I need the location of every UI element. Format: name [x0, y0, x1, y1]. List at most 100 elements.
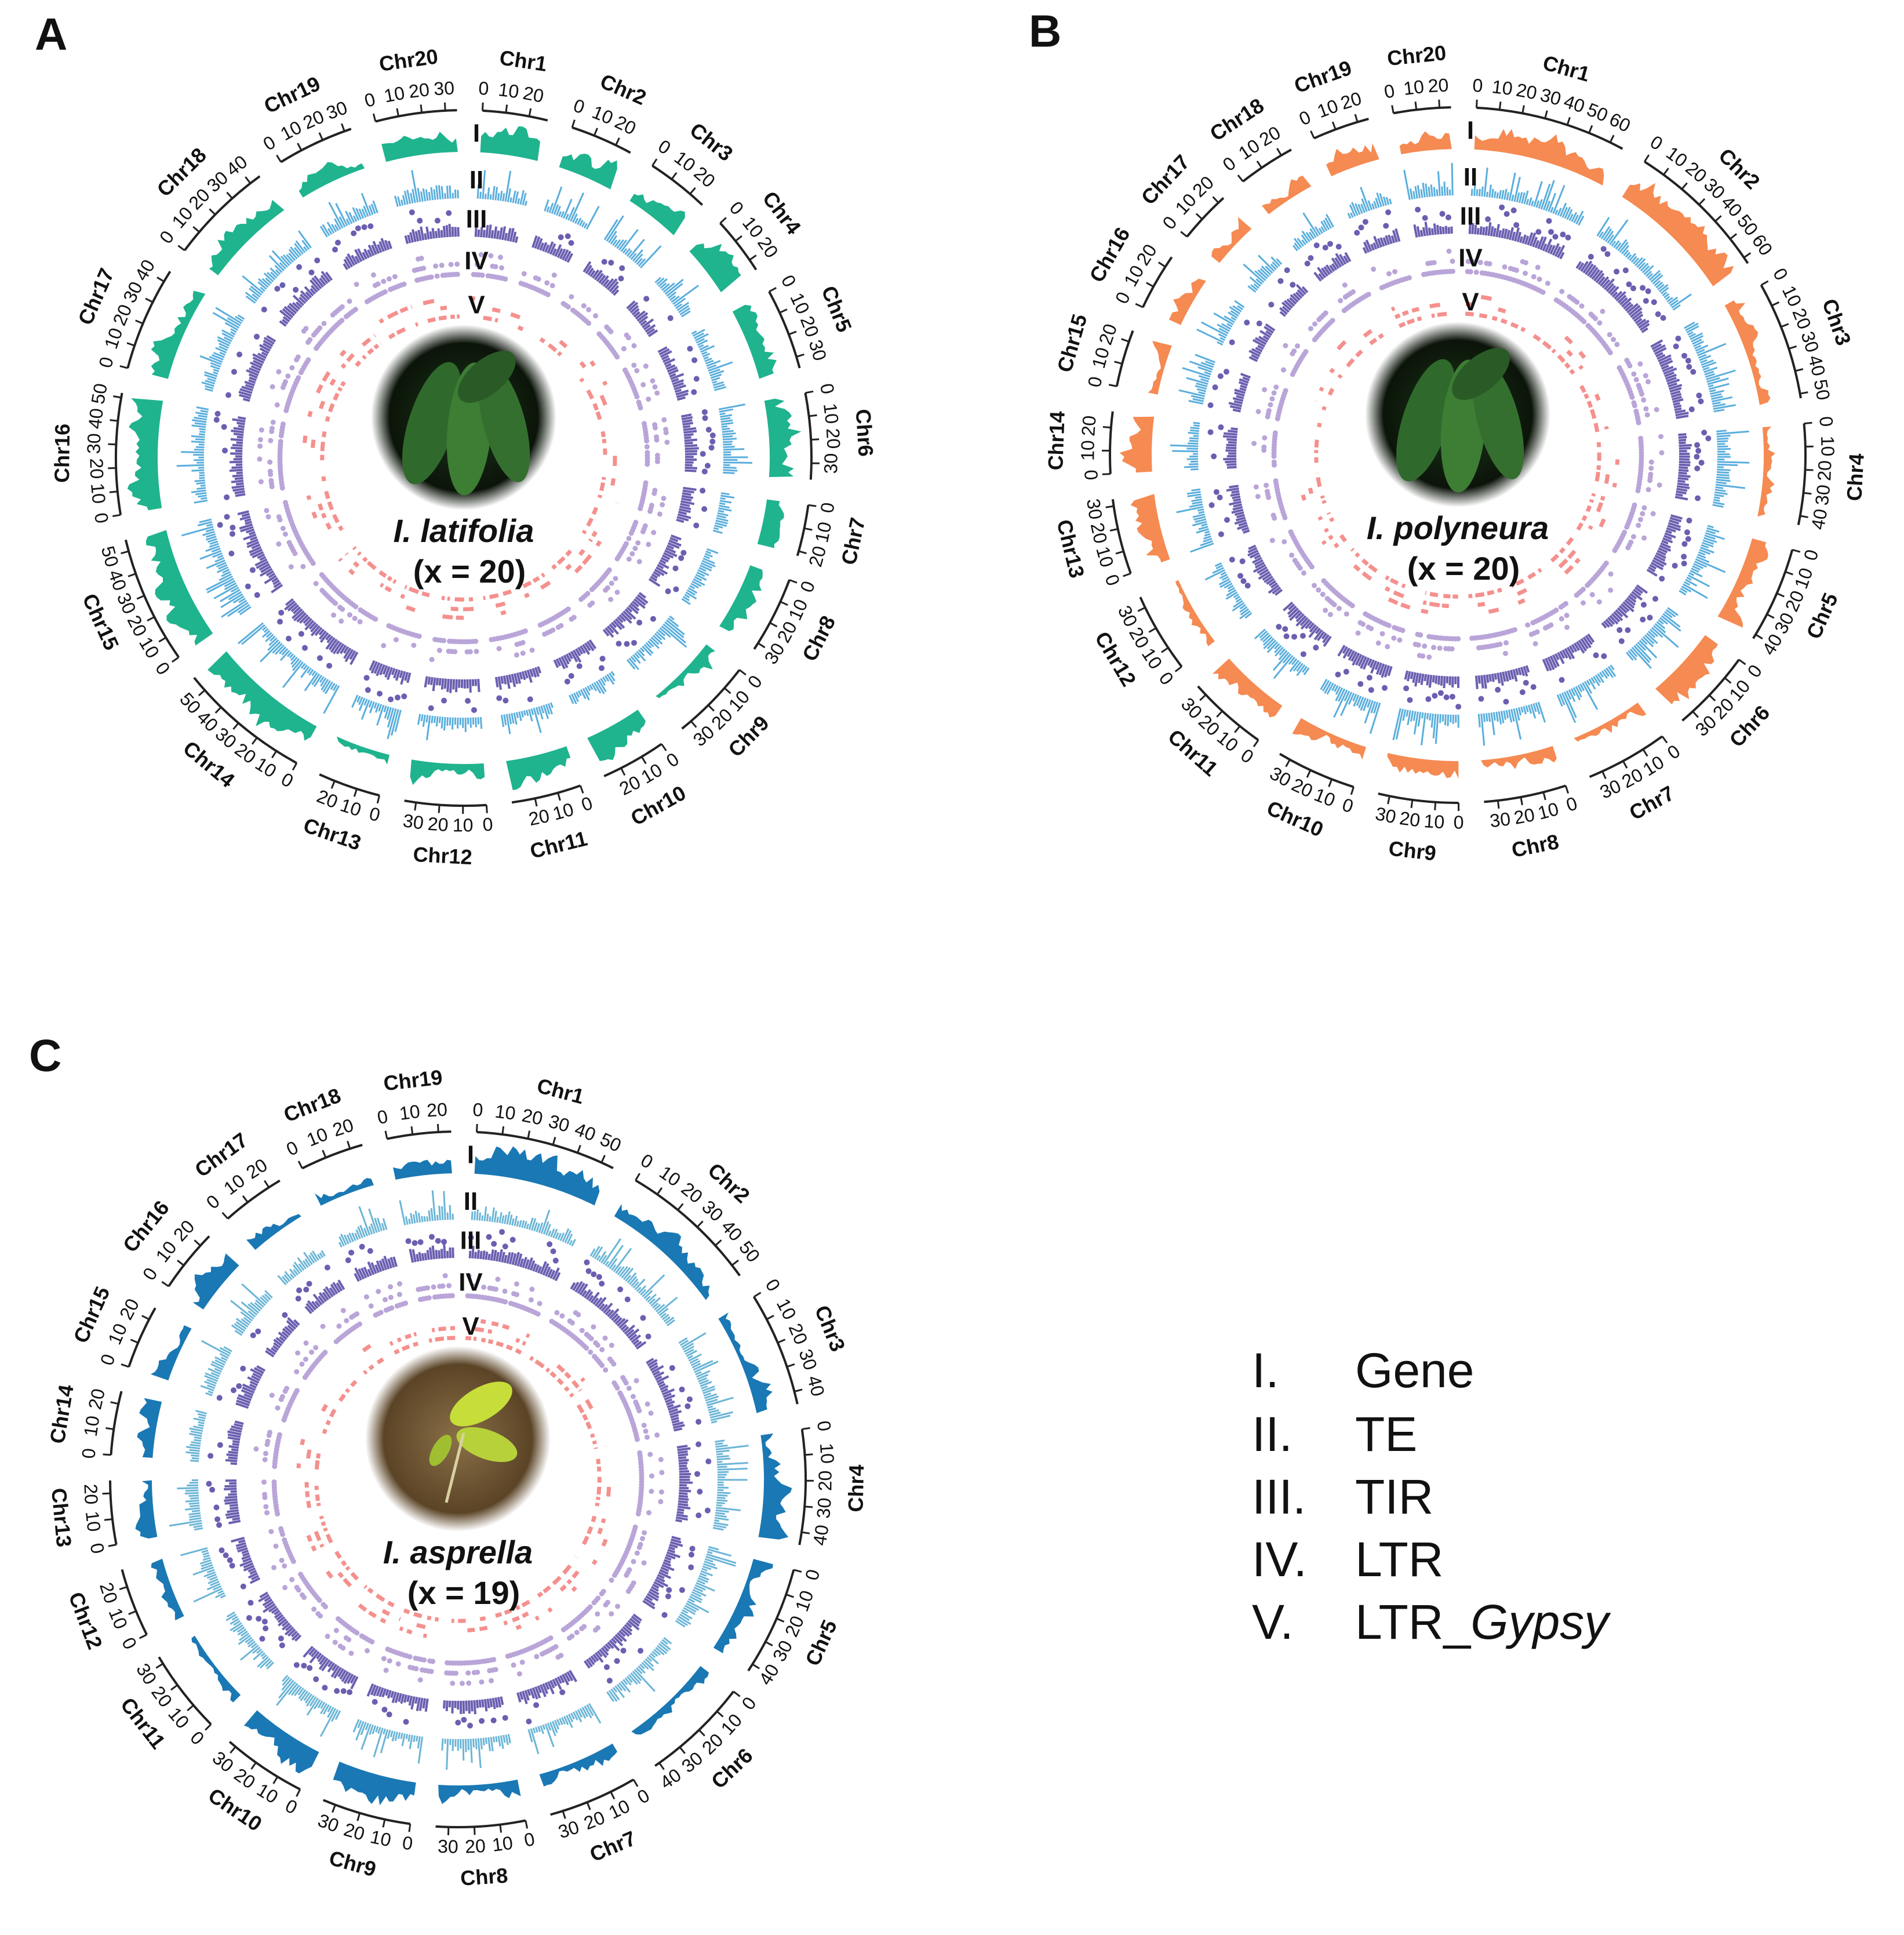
legend-name: LTR_Gypsy	[1355, 1595, 1611, 1649]
tick-mark	[1730, 233, 1738, 240]
tir-dot	[1358, 224, 1364, 231]
ltr-dot	[309, 1350, 315, 1355]
tir-dot	[1681, 561, 1687, 567]
ltr-dot	[407, 1664, 413, 1670]
ltr-dot	[1344, 611, 1349, 617]
ltr-dot	[1269, 537, 1275, 543]
tir-track	[238, 335, 276, 402]
ltr-dot	[403, 1300, 409, 1306]
tick-mark	[113, 395, 122, 399]
tir-dot	[278, 609, 285, 616]
tir-dot	[1207, 402, 1214, 409]
ltr-dot	[634, 368, 640, 373]
tir-dot	[1659, 576, 1665, 582]
tir-dot	[301, 645, 308, 651]
ltr-dot	[654, 390, 660, 396]
tir-dot	[619, 265, 625, 271]
gypsy-dash	[1566, 537, 1574, 546]
tir-dot	[307, 1665, 313, 1671]
tir-track	[237, 510, 283, 594]
panel-label: C	[29, 1030, 61, 1081]
ltr-dot	[661, 496, 667, 501]
tir-dot	[673, 586, 679, 592]
tir-dot	[446, 210, 452, 216]
gypsy-dash	[1569, 369, 1575, 375]
gypsy-dash	[549, 1371, 557, 1378]
ltr-dot	[1338, 298, 1344, 304]
tick-mark	[1108, 384, 1117, 387]
tir-track	[404, 224, 460, 245]
ltr-dot	[1502, 650, 1508, 656]
tir-track	[583, 261, 620, 296]
tick-mark	[615, 137, 620, 146]
tick-label: 0	[118, 1634, 141, 1653]
tick-mark	[651, 158, 658, 166]
tick-label: 20	[341, 1818, 367, 1845]
ltr-dot	[581, 303, 587, 309]
chromosome-scale	[115, 392, 123, 515]
tick-label: 0	[362, 89, 377, 111]
ltr-dot	[466, 1681, 472, 1686]
gypsy-dash	[591, 530, 598, 537]
te-track	[606, 1637, 672, 1702]
gypsy-dash	[363, 1584, 368, 1589]
gypsy-dash	[368, 1610, 377, 1618]
gypsy-dash	[600, 1518, 606, 1523]
gypsy-dash	[1588, 525, 1593, 530]
ltr-dot	[264, 508, 270, 514]
tick-mark	[1800, 515, 1808, 518]
tick-label: 0	[478, 78, 490, 99]
gypsy-dash	[1500, 318, 1508, 325]
te-track	[352, 1719, 424, 1764]
tick-mark	[1148, 627, 1157, 633]
gypsy-dash	[367, 348, 374, 355]
tick-label: 20	[1087, 521, 1112, 545]
ltr-dot	[354, 282, 359, 288]
tick-label: 10	[104, 1321, 131, 1348]
ltr-dot	[636, 1544, 642, 1550]
tir-dot	[1403, 685, 1410, 692]
gypsy-dash	[367, 1587, 374, 1594]
gypsy-dash	[562, 1564, 572, 1575]
tir-dot	[279, 282, 286, 288]
tick-mark	[779, 308, 788, 314]
tir-dot	[1565, 234, 1571, 241]
ltr-dot	[1641, 505, 1647, 511]
ltr-dot	[646, 397, 651, 402]
gypsy-dash	[388, 332, 396, 340]
tick-label: 20	[123, 612, 151, 640]
tick-label: 0	[259, 132, 279, 155]
ltr-dot	[262, 1457, 268, 1463]
tick-label: 0	[472, 1099, 484, 1121]
ltr-dot	[1271, 390, 1277, 396]
tir-dot	[1304, 260, 1310, 267]
tick-mark	[1760, 280, 1769, 286]
ltr-dot	[303, 326, 309, 332]
tir-dot	[1655, 311, 1661, 318]
legend-name: Gene	[1355, 1343, 1475, 1398]
ltr-dot	[264, 1510, 270, 1516]
tick-mark	[1310, 130, 1315, 139]
tir-dot	[1698, 460, 1705, 466]
gypsy-dash	[1301, 494, 1306, 501]
ltr-dot	[1323, 608, 1328, 613]
tir-dot	[377, 690, 383, 697]
tir-dot	[1425, 696, 1432, 703]
gypsy-dash	[408, 587, 420, 594]
gypsy-dash	[366, 561, 377, 570]
ltr-dot	[578, 596, 584, 602]
chromosome-name: Chr5	[817, 282, 857, 335]
chromosome-scale	[635, 1179, 741, 1276]
ltr-dot	[479, 1679, 485, 1685]
tick-label: 30	[132, 1660, 161, 1688]
tick-mark	[1698, 198, 1706, 206]
ltr-dot	[348, 1650, 354, 1656]
ltr-dot	[1636, 420, 1641, 425]
gypsy-dash	[305, 1491, 310, 1497]
tick-mark	[1681, 182, 1688, 190]
tick-mark	[410, 1126, 414, 1135]
tir-track	[646, 1358, 685, 1432]
te-track	[654, 277, 699, 318]
tick-label: 0	[1743, 661, 1767, 682]
ltr-dot	[488, 253, 494, 259]
